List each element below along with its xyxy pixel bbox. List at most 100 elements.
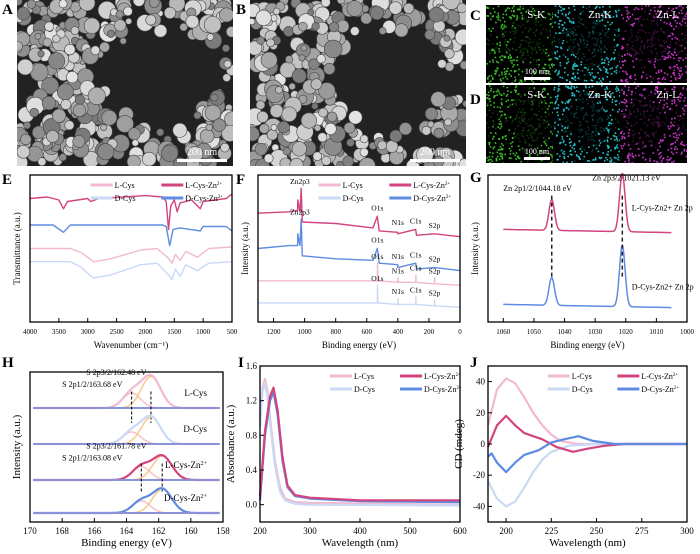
series-line-l-cys-zn2+ [486,414,687,453]
x-tick-label: 1060 [496,328,511,336]
x-tick-label: 600 [453,526,467,536]
x-tick-label: 4000 [23,328,38,336]
series-line-l-cys [486,377,687,446]
y-axis-label: Intensity (a.u.) [470,222,480,275]
eds-map-d-s-k: S-K 100 nm [486,85,553,163]
plot-frame [487,174,688,323]
peak-annotation: Zn2p3 [290,208,310,217]
x-tick-label: 0 [458,328,462,336]
y-tick-label: -20 [473,470,485,480]
particles [250,0,466,166]
scale-bar: 200 nm [410,147,460,162]
eds-element-label: Zn-L [656,89,679,101]
peak-annotation: Zn2p3 [290,177,310,186]
y-tick-label: 0.4 [246,465,258,475]
y-axis-label: Absorbance (a.u.) [225,404,237,483]
x-tick-label: 160 [184,526,198,536]
panel-label-g: G [470,170,482,186]
y-tick-label: 0.8 [246,430,258,440]
legend-entry: L-Cys-Zn2+ [424,372,461,381]
panel-label-d: D [470,92,481,108]
eds-map-c-s-k: S-K 100 nm [486,5,553,83]
scale-bar-label: 200 nm [419,147,451,158]
x-axis-label: Binding energy (eV) [322,340,396,350]
scale-bar: 200 nm [177,147,227,162]
x-tick-label: 200 [499,526,513,536]
y-tick-label: 1.6 [246,361,258,371]
panel-label-f: F [236,172,246,188]
x-tick-label: 1500 [167,328,182,336]
legend-entry: D-Cys [343,194,364,203]
peak-annotation: O1s [371,274,383,283]
eds-element-label: Zn-K [588,9,612,21]
series-label: L-Cys-Zn2+ [165,460,208,470]
peak-annotation: C1s [410,286,422,295]
x-tick-label: 400 [393,328,404,336]
x-tick-label: 250 [590,526,604,536]
panel-label-i: I [238,355,244,371]
eds-element-label: Zn-K [588,89,612,101]
y-axis-label: Intensity (a.u.) [11,414,23,479]
y-tick-label: 0.0 [246,500,258,510]
x-tick-label: 600 [362,328,373,336]
panel-label-a: A [2,2,13,18]
eds-element-label: Zn-L [656,9,679,21]
series-line-d-cys-zn2+ [503,244,672,309]
eds-map-d-zn-l: Zn-L [620,85,687,163]
y-axis-label: Transmittance (a.u.) [12,212,22,284]
x-tick-label: 1000 [298,328,313,336]
plot-frame [29,174,233,323]
legend-entry: L-Cys-Zn2+ [413,181,450,190]
x-tick-label: 162 [152,526,166,536]
series-line-d-cys [487,442,687,508]
peak-annotation: S 2p1/2/163.08 eV [62,454,122,463]
legend-entry: L-Cys [354,372,374,381]
series-line-l-cys-zn2+ [503,172,672,234]
y-axis-label: Intensity (a.u.) [240,222,250,275]
legend-entry: L-Cys [572,372,592,381]
panel-label-h: H [2,355,14,371]
x-tick-label: 1050 [527,328,542,336]
x-axis-label: Wavenumber (cm⁻¹) [94,340,168,350]
x-tick-label: 2500 [110,328,125,336]
x-tick-label: 170 [23,526,37,536]
legend-entry: D-Cys-Zn2+ [185,194,223,203]
plot-frame [257,174,461,323]
x-tick-label: 1010 [649,328,664,336]
series-label: D-Cys-Zn2+ Zn 2p [632,283,694,292]
x-tick-label: 400 [353,526,367,536]
peak-annotation: C1s [410,250,422,259]
x-tick-label: 158 [216,526,230,536]
legend-entry: L-Cys [115,181,135,190]
series-label: D-Cys [183,424,207,434]
y-tick-label: 1.2 [246,396,257,406]
chart-h: L-Cys D-Cys L-Cys-Zn2+ D-Cys-Zn2+ S 2p3/2/16… [11,368,230,549]
x-axis-label: Wavelength (nm) [549,537,626,549]
legend-entry: D-Cys [354,385,375,394]
x-tick-label: 200 [253,526,267,536]
legend-entry: D-Cys-Zn2+ [413,194,451,203]
x-axis-label: Binding energy (eV) [550,340,624,350]
series-label: L-Cys-Zn2+ Zn 2p [632,203,693,212]
x-axis-label: Binding energy (eV) [81,537,172,549]
panel-label-b: B [236,2,247,18]
x-tick-label: 300 [680,526,694,536]
eds-map-c-zn-k: Zn-K [553,5,620,83]
scale-bar: 100 nm [524,67,550,80]
x-tick-label: 500 [403,526,417,536]
x-tick-label: 300 [303,526,317,536]
sem-image-l-cys-zn: 200 nm [17,0,233,166]
series-label: D-Cys-Zn2+ [164,493,208,503]
scale-bar-label: 200 nm [186,147,218,158]
series-line-d-cys [30,261,233,281]
chart-i: 200 300 400 500 600 0.0 0.4 0.8 1.2 1.6 Wavelength… [225,361,467,549]
x-tick-label: 168 [55,526,69,536]
x-tick-label: 200 [424,328,435,336]
x-tick-label: 1000 [680,328,695,336]
peak-annotation: S 2p1/2/163.68 eV [62,380,122,389]
eds-map-c-zn-l: Zn-L [620,5,687,83]
chart-g: Zn 2p1/2/1044.18 eV Zn 2p3/2/1021.13 eV L-… [470,172,695,350]
particles [17,0,233,166]
legend-entry: L-Cys-Zn2+ [185,181,222,190]
series-line-l-cys-zn2+ [257,187,461,238]
